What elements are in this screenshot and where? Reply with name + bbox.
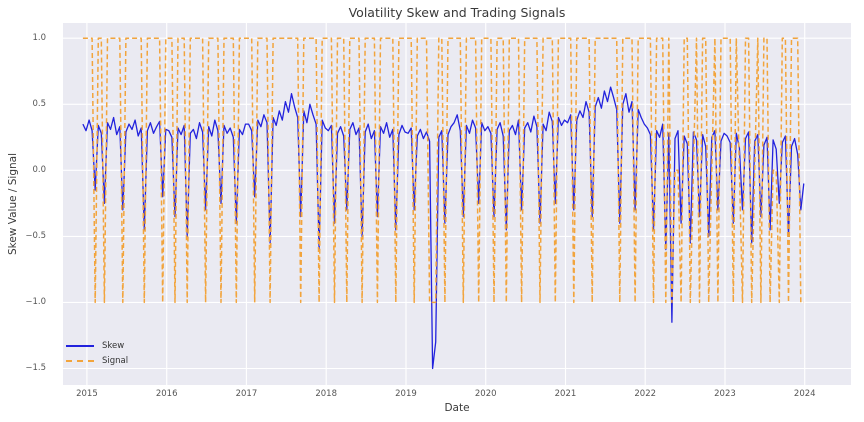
x-axis-label: Date: [444, 402, 470, 414]
x-tick-label: 2021: [554, 389, 577, 399]
x-tick-label: 2017: [235, 389, 258, 399]
x-tick-label: 2024: [793, 389, 816, 399]
legend: Skew Signal: [66, 341, 128, 366]
x-tick-label: 2018: [315, 389, 337, 399]
plot-area: [63, 23, 851, 385]
y-tick-label: −0.5: [25, 231, 46, 242]
y-tick-label: 0.5: [32, 99, 46, 110]
skew-line-swatch: [66, 345, 94, 347]
x-tick-label: 2022: [634, 389, 657, 399]
legend-item-signal: Signal: [66, 356, 128, 366]
chart-canvas: [63, 23, 851, 385]
y-tick-label: 1.0: [32, 33, 46, 44]
x-tick-label: 2019: [395, 389, 417, 399]
chart-title: Volatility Skew and Trading Signals: [348, 5, 566, 20]
x-tick-label: 2023: [714, 389, 736, 399]
legend-label-skew: Skew: [102, 341, 125, 351]
signal-line: [82, 37, 804, 304]
x-tick-label: 2016: [155, 389, 178, 399]
y-tick-label: −1.5: [25, 363, 46, 374]
legend-label-signal: Signal: [102, 356, 129, 366]
y-tick-label: −1.0: [25, 297, 46, 308]
legend-item-skew: Skew: [66, 341, 128, 351]
y-tick-label: 0.0: [32, 165, 46, 176]
signal-line-swatch: [66, 360, 94, 362]
x-tick-label: 2015: [76, 389, 98, 399]
y-axis-label: Skew Value / Signal: [7, 152, 19, 256]
x-tick-label: 2020: [474, 389, 497, 399]
